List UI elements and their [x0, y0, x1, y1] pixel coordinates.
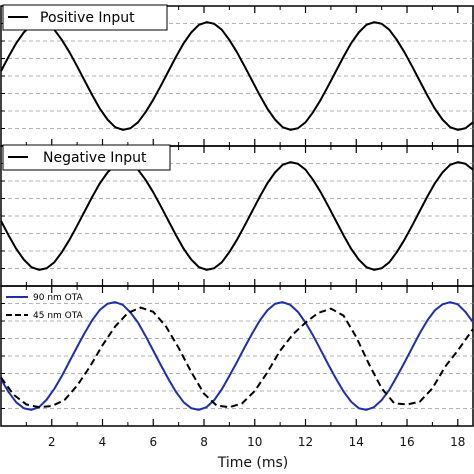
legend-box-negative: [2, 144, 171, 171]
x-tick-label: 10: [247, 435, 262, 449]
legend-output: 90 nm OTA 45 nm OTA: [6, 293, 84, 321]
ticks-output: [1, 286, 459, 426]
x-tick-label: 12: [298, 435, 313, 449]
series-line-positive-input: [0, 21, 474, 131]
x-tick-labels: 2 4 6 8 10 12 14 16 18: [48, 435, 465, 449]
legend-label-90nm: 90 nm OTA: [33, 293, 84, 303]
ticks-positive: [1, 6, 459, 146]
x-tick-label: 2: [48, 435, 56, 449]
legend-negative: Negative Input: [2, 144, 171, 171]
grid-positive: [1, 23, 473, 129]
x-tick-label: 16: [399, 435, 414, 449]
x-tick-label: 4: [99, 435, 107, 449]
x-tick-label: 18: [450, 435, 465, 449]
legend-label-positive-input: Positive Input: [40, 10, 135, 26]
x-axis-label: Time (ms): [217, 455, 289, 471]
x-tick-label: 6: [149, 435, 157, 449]
x-tick-label: 14: [349, 435, 364, 449]
lines-positive: [0, 21, 474, 131]
series-line-negative-input: [0, 161, 474, 271]
legend-positive: Positive Input: [2, 4, 168, 31]
lines-negative: [0, 161, 474, 271]
legend-label-45nm: 45 nm OTA: [33, 311, 84, 321]
panel-positive-input: Positive Input: [0, 4, 474, 147]
grid-output: [1, 303, 473, 409]
grid-negative: [1, 163, 473, 269]
series-line-90-nm-ota: [0, 301, 474, 411]
panel-negative-input: Negative Input: [0, 144, 474, 287]
legend-box-positive: [2, 4, 168, 31]
lines-output: [0, 301, 474, 411]
series-line-45-nm-ota: [0, 306, 474, 409]
panel-ota-output: 90 nm OTA 45 nm OTA: [0, 285, 474, 427]
legend-label-negative-input: Negative Input: [43, 150, 147, 166]
x-tick-label: 8: [200, 435, 208, 449]
